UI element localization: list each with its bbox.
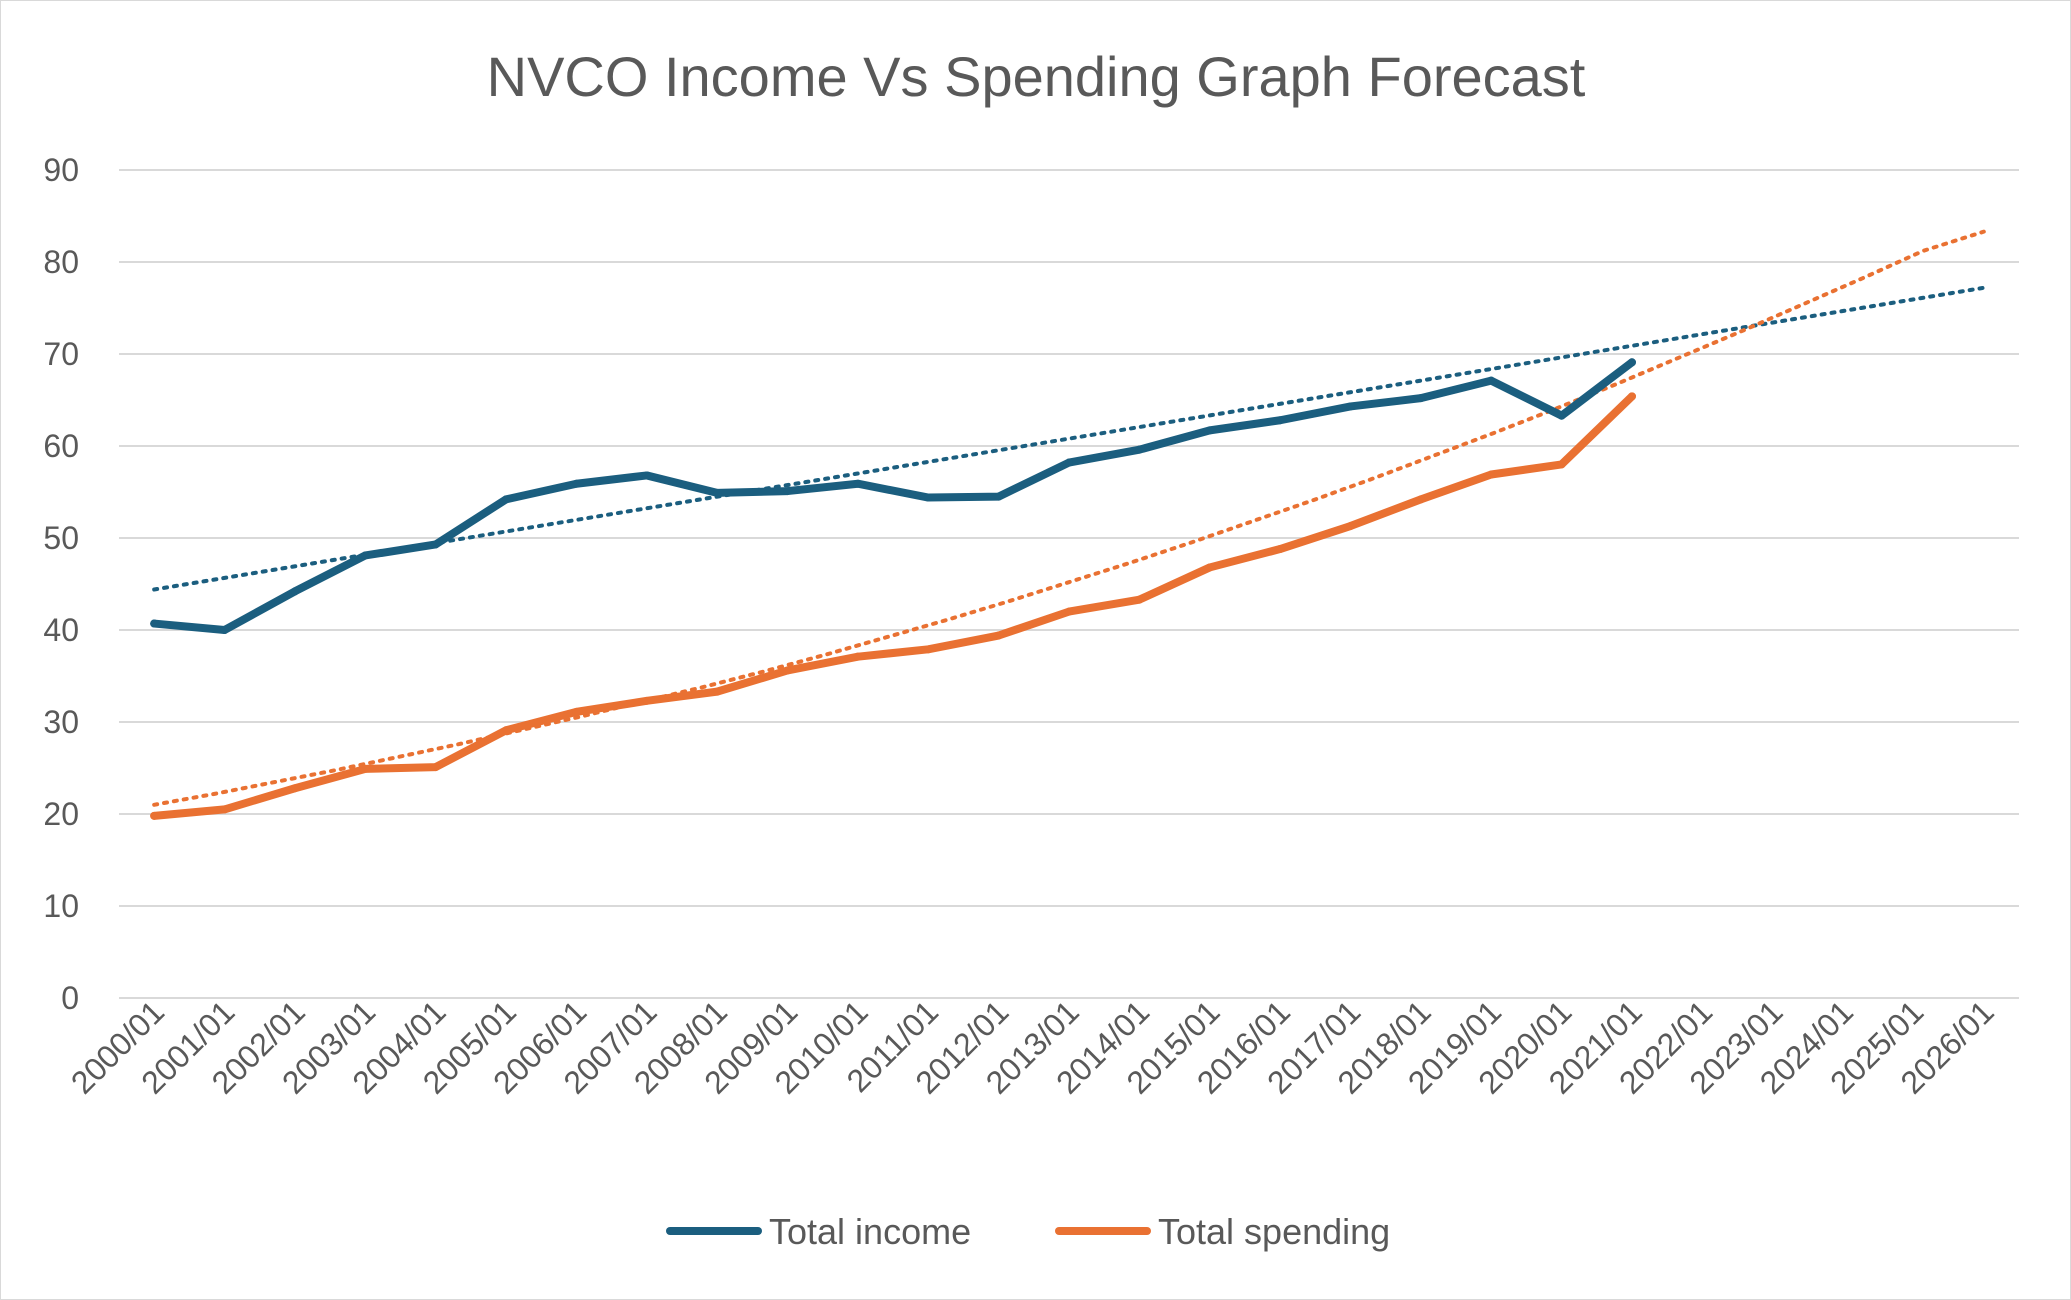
total-spending-point (220, 805, 229, 814)
y-tick-label: 20 (43, 796, 79, 832)
total-income-point (1557, 411, 1566, 420)
total-spending-trendline (152, 229, 1986, 807)
total-income-point (642, 471, 651, 480)
total-spending-point (853, 652, 862, 661)
total-spending-point (994, 631, 1003, 640)
y-tick-label: 80 (43, 244, 79, 280)
total-spending-point (150, 811, 159, 820)
total-income-trendline (152, 285, 1986, 592)
total-income-point (1276, 416, 1285, 425)
total-spending-point (572, 707, 581, 716)
total-spending-point (1627, 392, 1636, 401)
total-income-point (1346, 402, 1355, 411)
legend: Total income Total spending (666, 1211, 1390, 1252)
total-spending-point (1205, 563, 1214, 572)
total-spending-point (1346, 522, 1355, 531)
total-income-point (1416, 394, 1425, 403)
total-income-point (994, 492, 1003, 501)
total-income-point (431, 540, 440, 549)
total-income-point (150, 619, 159, 628)
y-tick-label: 70 (43, 336, 79, 372)
total-income-point (1205, 426, 1214, 435)
total-income-point (1065, 458, 1073, 467)
total-income-point (713, 488, 722, 497)
y-tick-label: 0 (61, 980, 79, 1016)
total-income-line (150, 358, 1636, 634)
y-tick-label: 60 (43, 428, 79, 464)
y-axis-ticks: 0 10 20 30 40 50 60 70 80 90 (43, 152, 79, 1016)
total-spending-point (1557, 460, 1566, 469)
total-spending-point (290, 784, 299, 793)
chart-title: NVCO Income Vs Spending Graph Forecast (487, 45, 1586, 108)
total-income-point (502, 495, 511, 504)
legend-label-total-income: Total income (769, 1211, 971, 1252)
total-spending-point (1135, 595, 1144, 604)
gridlines (119, 169, 2019, 999)
total-spending-point (361, 764, 370, 773)
total-income-point (924, 493, 933, 502)
total-income-point (220, 626, 229, 634)
trendlines (152, 229, 1986, 807)
total-spending-point (713, 687, 722, 696)
total-spending-point (642, 696, 651, 705)
total-income-point (1627, 358, 1636, 367)
y-tick-label: 30 (43, 704, 79, 740)
total-income-point (1487, 376, 1496, 385)
x-axis-ticks: 2000/012001/012002/012003/012004/012005/… (64, 993, 2001, 1100)
total-spending-point (1276, 545, 1285, 554)
total-income-point (361, 551, 370, 560)
total-income-point (783, 487, 792, 496)
total-spending-point (1416, 495, 1425, 504)
total-spending-point (431, 763, 440, 772)
total-spending-point (1065, 607, 1073, 616)
y-tick-label: 40 (43, 612, 79, 648)
total-spending-point (1487, 470, 1496, 479)
total-income-point (290, 587, 299, 596)
total-spending-point (783, 666, 792, 675)
y-tick-label: 10 (43, 888, 79, 924)
total-spending-line (150, 392, 1636, 820)
total-income-point (853, 479, 862, 488)
legend-label-total-spending: Total spending (1158, 1211, 1390, 1252)
y-tick-label: 50 (43, 520, 79, 556)
y-tick-label: 90 (43, 152, 79, 188)
total-spending-point (924, 645, 933, 654)
total-spending-point (502, 726, 511, 735)
total-income-point (572, 479, 581, 488)
total-income-point (1135, 445, 1144, 454)
series-lines (150, 358, 1636, 820)
